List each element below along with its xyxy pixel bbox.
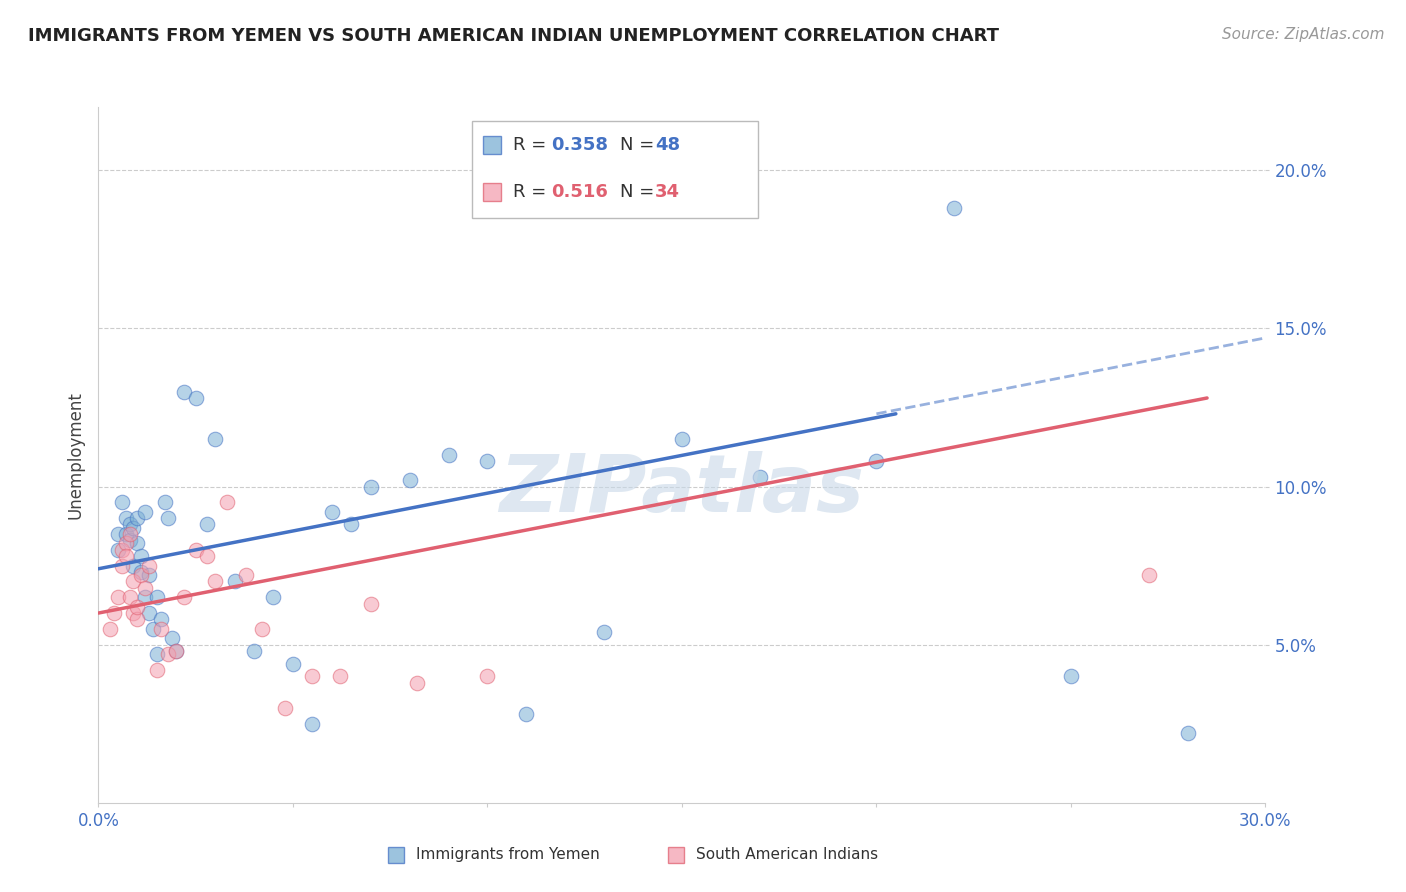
Text: R =: R = <box>513 136 551 154</box>
Text: R =: R = <box>513 183 551 201</box>
Point <box>243 644 266 658</box>
Point <box>301 716 323 731</box>
Point <box>1137 568 1160 582</box>
Point <box>235 568 257 582</box>
Point <box>274 701 297 715</box>
Point <box>129 568 152 582</box>
Point <box>146 647 169 661</box>
Point <box>122 606 145 620</box>
Point <box>477 669 499 683</box>
Point <box>127 599 149 614</box>
Point <box>103 606 125 620</box>
Point <box>122 521 145 535</box>
Text: N =: N = <box>620 136 659 154</box>
Point <box>406 675 429 690</box>
Point <box>195 517 218 532</box>
Y-axis label: Unemployment: Unemployment <box>66 391 84 519</box>
Point <box>1177 726 1199 740</box>
Point <box>146 663 169 677</box>
Text: South American Indians: South American Indians <box>696 847 877 863</box>
Point <box>142 622 165 636</box>
Point <box>98 622 121 636</box>
Point <box>107 542 129 557</box>
Point <box>340 517 363 532</box>
Point <box>329 669 352 683</box>
Point <box>138 606 160 620</box>
Point <box>1060 669 1083 683</box>
Point <box>149 612 172 626</box>
Point <box>114 549 136 563</box>
Point <box>138 558 160 573</box>
Point <box>122 558 145 573</box>
Text: ZIPatlas: ZIPatlas <box>499 450 865 529</box>
Point <box>184 391 207 405</box>
FancyBboxPatch shape <box>472 121 758 219</box>
Point <box>127 511 149 525</box>
Text: IMMIGRANTS FROM YEMEN VS SOUTH AMERICAN INDIAN UNEMPLOYMENT CORRELATION CHART: IMMIGRANTS FROM YEMEN VS SOUTH AMERICAN … <box>28 27 1000 45</box>
Point <box>157 647 180 661</box>
Point <box>149 622 172 636</box>
Point <box>321 505 343 519</box>
Point <box>184 542 207 557</box>
Point <box>138 568 160 582</box>
Point <box>111 558 134 573</box>
Point <box>281 657 304 671</box>
Point <box>118 527 141 541</box>
Point <box>437 448 460 462</box>
Point <box>943 201 966 215</box>
Point <box>146 591 169 605</box>
Point <box>195 549 218 563</box>
Text: 0.358: 0.358 <box>551 136 609 154</box>
Point <box>204 574 226 589</box>
Point <box>173 384 195 399</box>
Point <box>515 707 537 722</box>
Point <box>129 565 152 579</box>
Text: Immigrants from Yemen: Immigrants from Yemen <box>416 847 599 863</box>
Point <box>748 470 770 484</box>
Point <box>118 517 141 532</box>
Text: N =: N = <box>620 183 659 201</box>
Point <box>114 511 136 525</box>
Point <box>153 495 176 509</box>
Point <box>250 622 273 636</box>
Point <box>215 495 238 509</box>
Point <box>111 542 134 557</box>
Point <box>301 669 323 683</box>
Point <box>118 591 141 605</box>
Point <box>111 495 134 509</box>
Text: Source: ZipAtlas.com: Source: ZipAtlas.com <box>1222 27 1385 42</box>
Point <box>165 644 187 658</box>
Point <box>398 473 420 487</box>
Point <box>134 505 156 519</box>
Point <box>865 454 887 468</box>
Point <box>127 536 149 550</box>
Text: 0.516: 0.516 <box>551 183 607 201</box>
Point <box>107 527 129 541</box>
Point <box>204 432 226 446</box>
Point <box>671 432 693 446</box>
Point <box>224 574 246 589</box>
Point <box>262 591 284 605</box>
Point <box>360 479 382 493</box>
Point <box>134 581 156 595</box>
Point <box>162 632 184 646</box>
Point <box>173 591 195 605</box>
Point <box>127 612 149 626</box>
Point <box>134 591 156 605</box>
Point <box>129 549 152 563</box>
Point <box>114 527 136 541</box>
Text: 48: 48 <box>655 136 681 154</box>
Point <box>477 454 499 468</box>
Point <box>114 536 136 550</box>
Text: 34: 34 <box>655 183 681 201</box>
Point <box>107 591 129 605</box>
Point <box>165 644 187 658</box>
Point <box>360 597 382 611</box>
Point <box>118 533 141 548</box>
Point <box>157 511 180 525</box>
Point <box>122 574 145 589</box>
Point <box>593 625 616 640</box>
